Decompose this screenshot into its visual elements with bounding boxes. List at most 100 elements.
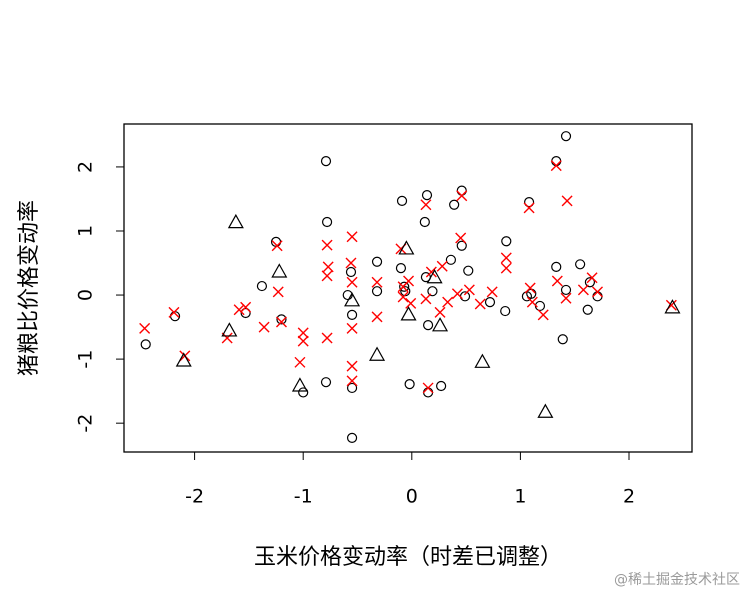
point [345,257,357,269]
point [371,286,383,297]
point [551,275,563,287]
point [551,156,562,167]
point [523,197,535,208]
point [560,284,572,296]
x-axis-label: 玉米价格变动率（时差已调整） [254,545,562,570]
y-tick-label: 1 [75,225,97,237]
x-tick-label: 1 [514,486,526,508]
point [456,185,467,196]
y-axis-label: 猪粮比价格变动率 [17,200,42,376]
y-tick-label: -1 [75,350,97,369]
point [577,284,589,296]
point [425,266,437,278]
point [537,309,549,321]
point [445,254,456,265]
point [422,382,434,394]
point [345,266,357,278]
point [561,195,573,207]
point [426,269,443,284]
point [320,156,332,167]
point [346,231,358,243]
point [664,299,681,314]
point [420,293,432,305]
point [500,262,512,274]
point [321,216,333,228]
x-tick-label: -2 [185,486,204,508]
point [500,252,512,264]
point [395,263,407,274]
point [455,232,467,244]
point [403,275,415,287]
point [463,284,475,296]
point [449,199,460,210]
point [276,314,287,325]
point [320,377,332,388]
point [271,263,288,278]
point [271,240,283,252]
point [463,265,474,276]
point [436,380,447,392]
point [399,281,410,292]
point [346,382,358,394]
point [501,236,512,247]
y-tick-label: 2 [75,161,97,173]
point [500,305,511,317]
point [346,309,358,321]
point [405,297,417,309]
point [371,256,383,267]
watermark: @稀土掘金技术社区 [614,572,740,588]
point [256,280,268,292]
point [321,332,333,344]
point [321,239,333,251]
point [346,276,358,288]
x-tick-label: 0 [406,486,418,508]
point [168,306,180,318]
point [586,272,598,284]
point [575,259,586,270]
point [427,286,438,297]
point [175,352,192,367]
point [346,375,358,387]
point [322,261,334,273]
x-tick-label: -1 [294,486,313,508]
point [240,301,252,313]
point [397,291,409,303]
point [484,296,496,308]
point [419,216,430,228]
point [294,356,306,368]
y-tick-label: 0 [75,289,97,301]
point [459,291,471,302]
point [550,160,562,172]
point [297,335,309,347]
point [275,316,287,328]
point [227,213,244,229]
point [560,131,572,142]
point [404,378,415,390]
point [592,291,603,302]
point [474,353,491,368]
point [291,377,308,392]
point [258,321,270,333]
point [140,339,151,350]
point [474,298,486,310]
point [436,260,448,272]
point [371,276,383,288]
point [434,306,446,318]
point [557,334,568,345]
point [486,286,498,298]
y-tick-label: -2 [75,414,97,433]
point [422,387,434,398]
point [346,432,358,444]
point [398,240,415,255]
point [371,311,383,323]
point [456,190,468,202]
point [346,322,358,334]
point [422,320,434,331]
point [421,190,433,201]
point [537,403,554,418]
point [526,296,538,308]
point [456,240,467,251]
point [342,289,353,301]
point [584,277,596,288]
